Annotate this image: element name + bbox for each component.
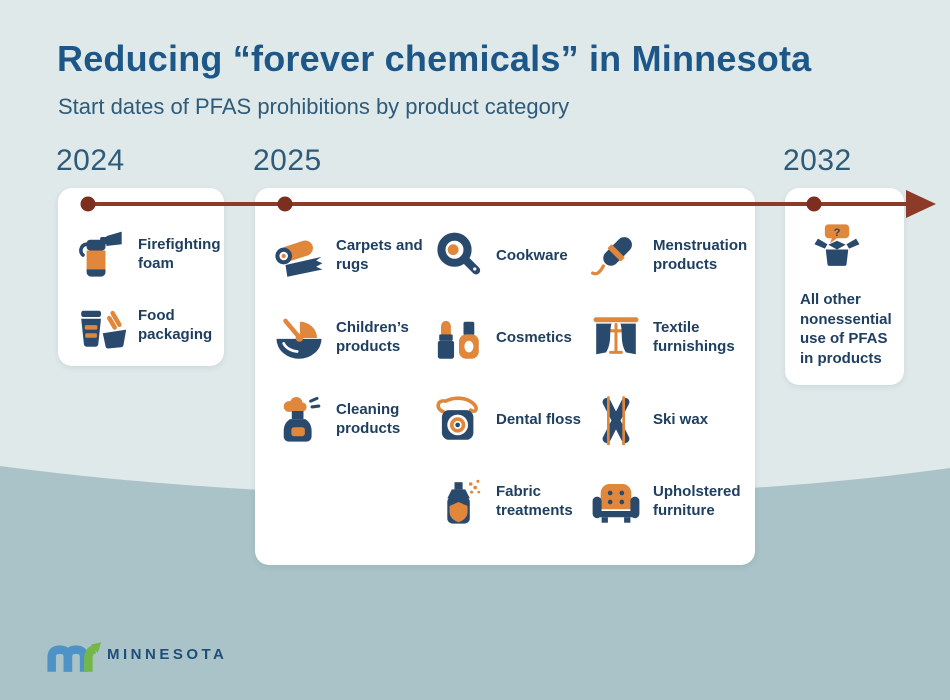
category-item-childrens-products: Children’s products: [272, 311, 432, 365]
page-title: Reducing “forever chemicals” in Minnesot…: [57, 38, 812, 79]
category-label: Food packaging: [138, 307, 213, 343]
category-label: Cookware: [496, 246, 568, 264]
category-label: Dental floss: [496, 410, 582, 428]
question-mark-glyph: ?: [834, 227, 841, 239]
category-item-ski-wax: Ski wax: [589, 393, 749, 447]
category-label: Upholstered furniture: [653, 483, 741, 519]
cradle-icon: [276, 318, 322, 359]
category-label: Carpets and rugs: [336, 237, 423, 273]
open-box-question-icon: ?: [814, 224, 860, 266]
frying-pan-icon: [437, 232, 481, 275]
carpet-roll-icon: [275, 240, 323, 277]
tampon-icon: [590, 237, 632, 276]
floss-box-icon: [436, 396, 478, 440]
year-label-2025: 2025: [253, 144, 322, 177]
armchair-icon: [592, 484, 640, 523]
category-label: Menstruation products: [653, 237, 748, 273]
category-label: Firefighting foam: [138, 236, 221, 272]
category-item-cleaning-products: Cleaning products: [272, 393, 432, 447]
year-label-2032: 2032: [783, 144, 852, 177]
lipstick-nail-polish-icon: [437, 320, 479, 359]
food-packaging-icon: [81, 310, 127, 349]
category-item-carpets-rugs: Carpets and rugs: [272, 229, 432, 283]
category-label: Cosmetics: [496, 328, 572, 346]
category-item-cosmetics: Cosmetics: [432, 311, 589, 365]
minnesota-logo-icon: [47, 642, 102, 672]
brand-text: MINNESOTA: [107, 646, 228, 663]
category-item-dental-floss: Dental floss: [432, 393, 589, 447]
spray-bottle-icon: [283, 396, 321, 442]
card-2025: Carpets and rugs Cookware Menstruation p…: [255, 188, 755, 565]
curtains-icon: [593, 317, 639, 355]
category-item-textile-furnishings: Textile furnishings: [589, 311, 749, 365]
category-item-cookware: Cookware: [432, 229, 589, 283]
category-label: Textile furnishings: [653, 319, 735, 355]
spray-can-shield-icon: [447, 479, 481, 524]
category-label: Cleaning products: [336, 401, 401, 437]
card-2032: ? All other nonessential use of PFAS in …: [785, 188, 904, 385]
card-2024: Firefighting foam Food packaging: [58, 188, 224, 366]
category-label: Ski wax: [653, 410, 709, 428]
category-item-fabric-treatments: Fabric treatments: [432, 475, 589, 529]
category-item-firefighting-foam: Firefighting foam: [74, 228, 221, 282]
fire-extinguisher-icon: [79, 231, 122, 277]
category-item-food-packaging: Food packaging: [74, 299, 216, 353]
crossed-skis-icon: [602, 396, 630, 446]
category-label: Children’s products: [336, 319, 409, 355]
category-item-menstruation-products: Menstruation products: [589, 229, 749, 283]
page-subtitle: Start dates of PFAS prohibitions by prod…: [58, 94, 570, 119]
category-label: Fabric treatments: [496, 483, 573, 519]
category-label-2032: All other nonessential use of PFAS in pr…: [800, 291, 892, 367]
year-label-2024: 2024: [56, 144, 125, 177]
category-item-upholstered-furniture: Upholstered furniture: [589, 475, 749, 529]
